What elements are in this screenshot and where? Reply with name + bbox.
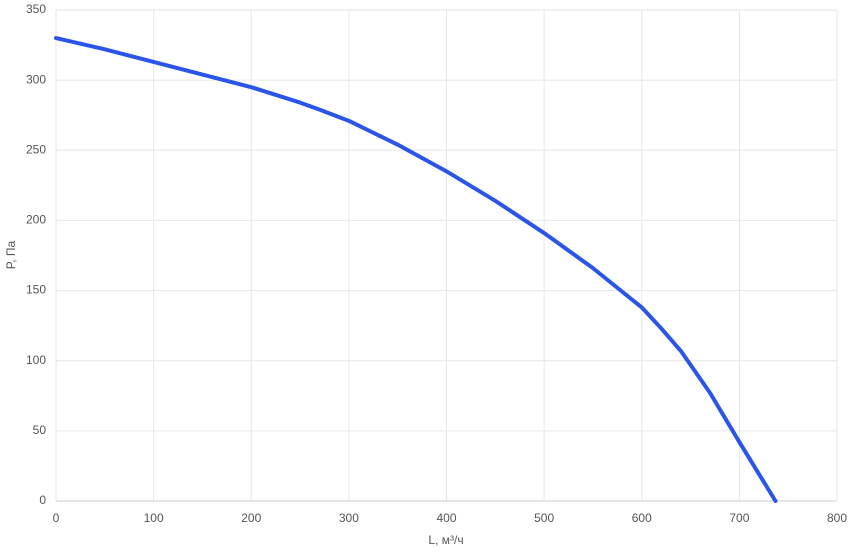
y-tick-label: 200 xyxy=(26,213,46,227)
y-tick-label: 300 xyxy=(26,72,46,86)
x-tick-label: 700 xyxy=(729,511,749,525)
y-tick-label: 150 xyxy=(26,283,46,297)
x-tick-label: 800 xyxy=(827,511,847,525)
y-tick-label: 50 xyxy=(33,423,47,437)
x-tick-label: 100 xyxy=(144,511,164,525)
y-tick-label: 0 xyxy=(39,493,46,507)
x-tick-label: 200 xyxy=(241,511,261,525)
y-tick-label: 100 xyxy=(26,353,46,367)
x-axis-label: L, м³/ч xyxy=(428,533,463,547)
y-tick-label: 250 xyxy=(26,142,46,156)
series-line xyxy=(54,36,778,503)
y-axis-label: P, Па xyxy=(4,240,18,269)
x-tick-label: 600 xyxy=(632,511,652,525)
x-tick-label: 400 xyxy=(436,511,456,525)
x-tick-label: 0 xyxy=(53,511,60,525)
x-tick-label: 300 xyxy=(339,511,359,525)
y-tick-label: 350 xyxy=(26,2,46,16)
x-tick-label: 500 xyxy=(534,511,554,525)
